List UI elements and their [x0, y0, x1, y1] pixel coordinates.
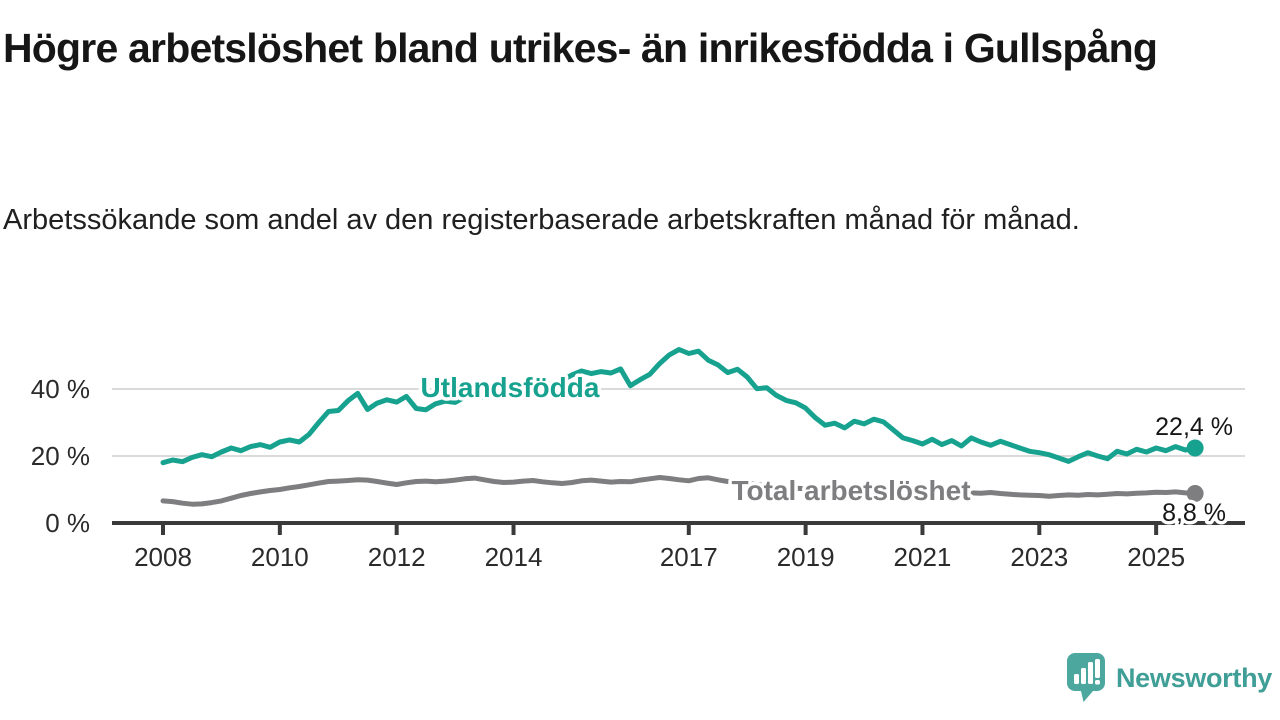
x-tick-label: 2010: [251, 542, 309, 572]
series-end-dots: [1186, 439, 1204, 503]
series-end-dot: [1186, 485, 1204, 503]
y-tick-label: 40 %: [31, 374, 90, 404]
x-tick-label: 2023: [1010, 542, 1068, 572]
newsworthy-wordmark: Newsworthy: [1115, 662, 1272, 693]
series-lines: [160, 347, 1198, 507]
chart-title: Högre arbetslöshet bland utrikes- än inr…: [3, 25, 1158, 71]
bar-chart-glyph: [1073, 659, 1100, 685]
series-label-utlandsfodda: Utlandsfödda: [421, 372, 600, 403]
x-tick-label: 2012: [368, 542, 426, 572]
series-label-total-arbetsloshet: Total arbetslöshet: [731, 475, 970, 506]
x-tick-label: 2008: [134, 542, 192, 572]
x-tick-label: 2021: [894, 542, 952, 572]
newsworthy-brand: Newsworthy: [1066, 650, 1272, 706]
x-tick-label: 2025: [1127, 542, 1185, 572]
x-tick-label: 2014: [485, 542, 543, 572]
x-axis-labels: 2008 2010 2012 2014 2017 2019 2021 2023 2025: [134, 542, 1185, 572]
newsworthy-logo-icon: [1066, 653, 1105, 702]
x-axis: [112, 521, 1245, 535]
series-end-dot: [1186, 439, 1204, 457]
x-tick-label: 2017: [660, 542, 718, 572]
y-tick-label: 0 %: [45, 508, 90, 538]
y-axis-labels: 0 % 20 % 40 %: [31, 374, 90, 538]
end-value-label-utlandsfodda: 22,4 %: [1155, 413, 1233, 441]
end-value-label-total-arbetsloshet: 8,8 %: [1162, 499, 1226, 527]
series-line: [160, 347, 1198, 466]
y-tick-label: 20 %: [31, 441, 90, 471]
chart-subtitle: Arbetssökande som andel av den registerb…: [3, 204, 1080, 236]
line-chart: 0 % 20 % 40 % 2008 2010 2012 2014 2017 2019 2021…: [31, 347, 1245, 572]
x-tick-label: 2019: [777, 542, 835, 572]
chart-gridlines: [112, 388, 1245, 458]
series-line: [160, 475, 1198, 507]
